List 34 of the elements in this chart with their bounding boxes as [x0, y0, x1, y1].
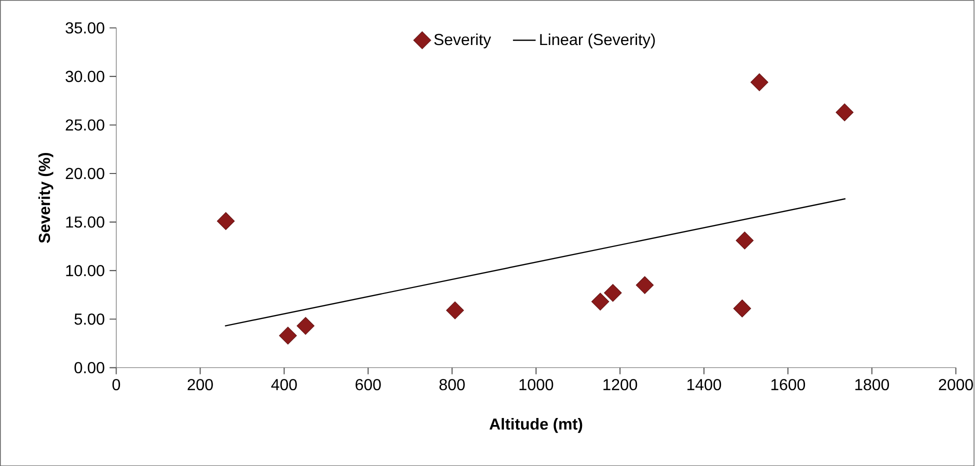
point [604, 284, 622, 302]
y-tick-label: 35.00 [66, 22, 104, 34]
y-tick-label: 0.00 [74, 362, 104, 374]
legend-label: Severity [434, 33, 492, 48]
y-tick-label: 30.00 [66, 70, 104, 82]
point [296, 316, 314, 335]
x-tick-label: 1400 [687, 378, 722, 390]
point [736, 231, 754, 250]
x-tick-label: 600 [356, 378, 381, 390]
y-tick-label: 20.00 [66, 168, 104, 179]
x-tick-label: 0 [112, 378, 120, 390]
x-axis-title: Altitude (mt) [490, 418, 582, 433]
point [279, 326, 297, 344]
x-tick-label: 1200 [603, 378, 638, 390]
y-tick-label: 25.00 [66, 119, 104, 130]
y-tick-label: 5.00 [74, 313, 104, 325]
y-tick-label: 10.00 [66, 264, 104, 276]
x-tick-label: 2000 [938, 378, 973, 390]
point [446, 301, 464, 320]
x-tick-label: 200 [188, 378, 213, 390]
x-tick-label: 800 [439, 378, 465, 390]
point [733, 299, 752, 318]
x-tick-label: 1000 [520, 378, 554, 390]
y-axis-title: Severity (%) [38, 152, 54, 243]
point [836, 103, 854, 122]
y-tick-label: 15.00 [66, 216, 104, 228]
point [750, 73, 768, 92]
point [636, 276, 654, 294]
point [216, 212, 235, 230]
x-tick-label: 1600 [771, 378, 806, 390]
x-tick-label: 1800 [855, 378, 889, 390]
x-tick-label: 400 [271, 378, 297, 390]
legend-label: Linear (Severity) [540, 33, 655, 48]
point [591, 292, 610, 310]
